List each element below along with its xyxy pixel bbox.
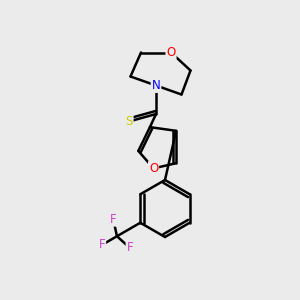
Text: F: F: [127, 242, 133, 254]
Text: O: O: [149, 162, 158, 175]
Text: S: S: [125, 115, 133, 128]
Text: N: N: [152, 79, 160, 92]
Text: O: O: [167, 46, 176, 59]
Text: F: F: [110, 213, 117, 226]
Text: F: F: [99, 238, 105, 251]
